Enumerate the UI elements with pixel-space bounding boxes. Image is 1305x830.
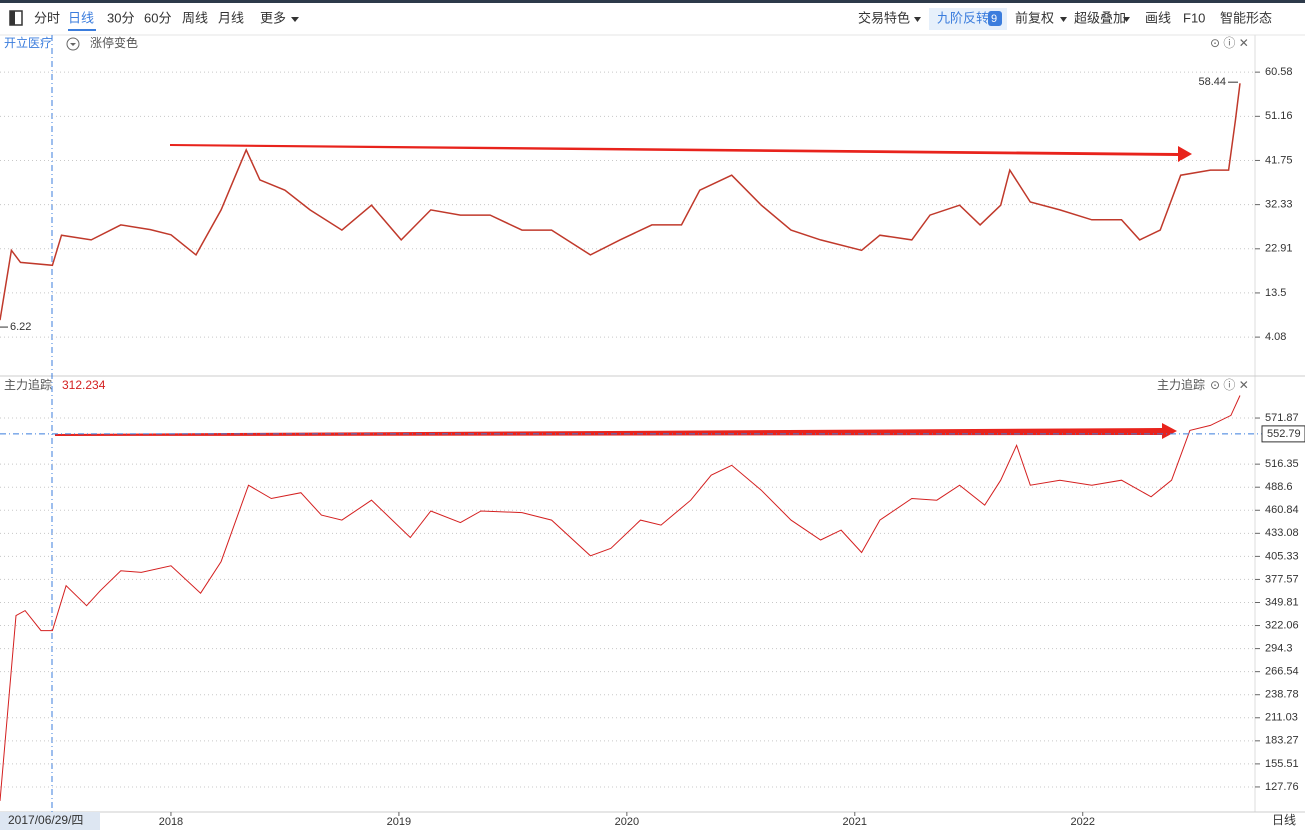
toolbar-item[interactable]: 60分 bbox=[144, 10, 171, 25]
toolbar-item[interactable]: 更多 bbox=[260, 10, 286, 25]
y-tick-label: 60.58 bbox=[1265, 66, 1293, 78]
indicator-name-right: 主力追踪 bbox=[1157, 377, 1205, 392]
series-line bbox=[0, 83, 1241, 321]
dropdown-arrow bbox=[1060, 17, 1067, 22]
dropdown-arrow bbox=[291, 17, 299, 22]
toolbar-item[interactable]: 画线 bbox=[1145, 10, 1171, 25]
toolbar-item[interactable]: 交易特色 bbox=[858, 10, 910, 25]
panel-controls[interactable]: ⊙ ⓘ ✕ bbox=[1210, 378, 1249, 392]
annotation-arrow bbox=[170, 144, 1192, 162]
toolbar-item[interactable]: F10 bbox=[1183, 10, 1205, 25]
y-tick-label: 294.3 bbox=[1265, 643, 1293, 655]
y-tick-label: 433.08 bbox=[1265, 527, 1299, 539]
y-tick-label: 516.35 bbox=[1265, 458, 1299, 470]
y-tick-label: 4.08 bbox=[1265, 331, 1286, 343]
high-label: 58.44 bbox=[1198, 76, 1226, 88]
toolbar-item[interactable]: 智能形态 bbox=[1220, 10, 1272, 25]
toolbar-item[interactable]: 前复权 bbox=[1015, 10, 1054, 25]
y-tick-label: 322.06 bbox=[1265, 619, 1299, 631]
toolbar-item[interactable]: 周线 bbox=[182, 10, 208, 25]
y-tick-label: 488.6 bbox=[1265, 481, 1293, 493]
y-tick-label: 41.75 bbox=[1265, 154, 1293, 166]
reference-label-bg bbox=[1261, 425, 1305, 443]
annotation-arrow bbox=[55, 423, 1177, 439]
cursor-date-bg bbox=[0, 812, 100, 830]
low-label: 6.22 bbox=[10, 321, 31, 333]
period-label: 日线 bbox=[1272, 813, 1296, 827]
top-border bbox=[0, 0, 1305, 3]
y-tick-label: 32.33 bbox=[1265, 199, 1293, 211]
y-tick-label: 405.33 bbox=[1265, 550, 1299, 562]
stock-name: 开立医疗 bbox=[4, 35, 52, 50]
panel-icon-fill bbox=[10, 11, 15, 25]
indicator-name: 主力追踪 bbox=[4, 377, 52, 392]
indicator-value: 312.234 bbox=[62, 378, 106, 392]
y-tick-label: 571.87 bbox=[1265, 412, 1299, 424]
x-tick-label: 2021 bbox=[843, 816, 867, 828]
y-tick-label: 266.54 bbox=[1265, 666, 1299, 678]
y-tick-label: 155.51 bbox=[1265, 758, 1299, 770]
y-tick-label: 51.16 bbox=[1265, 110, 1293, 122]
toolbar-item[interactable]: 九阶反转 bbox=[937, 10, 989, 25]
toolbar-item[interactable]: 超级叠加 bbox=[1074, 10, 1126, 25]
series-line bbox=[0, 395, 1241, 801]
toolbar-item[interactable]: 30分 bbox=[107, 10, 134, 25]
dropdown-icon[interactable] bbox=[66, 37, 80, 51]
x-tick-label: 2020 bbox=[615, 816, 639, 828]
panel-controls[interactable]: ⊙ ⓘ ✕ bbox=[1210, 36, 1249, 50]
y-tick-label: 127.76 bbox=[1265, 781, 1299, 793]
y-tick-label: 183.27 bbox=[1265, 735, 1299, 747]
y-tick-label: 22.91 bbox=[1265, 243, 1293, 255]
x-tick-label: 2022 bbox=[1070, 816, 1094, 828]
dropdown-arrow bbox=[1123, 17, 1130, 22]
y-tick-label: 211.03 bbox=[1265, 712, 1298, 724]
active-tab-bg bbox=[929, 8, 1007, 30]
toolbar-item[interactable]: 日线 bbox=[68, 10, 94, 25]
dropdown-arrow bbox=[914, 17, 921, 22]
badge bbox=[988, 11, 1002, 26]
cursor-date: 2017/06/29/四 bbox=[8, 813, 83, 827]
subtitle: 涨停变色 bbox=[90, 35, 138, 50]
y-tick-label: 377.57 bbox=[1265, 573, 1299, 585]
y-tick-label: 349.81 bbox=[1265, 596, 1299, 608]
toolbar-item[interactable]: 分时 bbox=[34, 10, 60, 25]
y-tick-label: 238.78 bbox=[1265, 689, 1299, 701]
dropdown-arrow bbox=[70, 43, 76, 46]
toolbar-item[interactable]: 9 bbox=[991, 13, 997, 25]
y-tick-label: 460.84 bbox=[1265, 504, 1299, 516]
x-tick-label: 2018 bbox=[159, 816, 183, 828]
y-tick-label: 13.5 bbox=[1265, 287, 1286, 299]
x-tick-label: 2019 bbox=[387, 816, 411, 828]
reference-label: 552.79 bbox=[1267, 428, 1301, 440]
toolbar-item[interactable]: 月线 bbox=[218, 10, 244, 25]
